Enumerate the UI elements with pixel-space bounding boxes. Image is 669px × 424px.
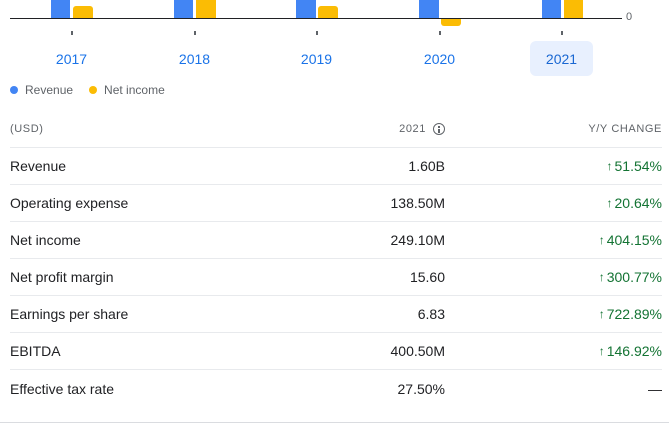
- arrow-up-icon: ↑: [598, 270, 605, 284]
- table-row-net-profit-margin: Net profit margin 15.60 ↑ 300.77%: [10, 259, 662, 296]
- chart-baseline: [10, 18, 622, 19]
- row-metric: EBITDA: [10, 343, 61, 359]
- row-value: 249.10M: [390, 232, 445, 248]
- row-change: ↑ 20.64%: [606, 195, 662, 211]
- legend-label: Net income: [104, 83, 165, 97]
- row-change: ↑ 146.92%: [598, 343, 662, 359]
- bar-net-income-2018[interactable]: [196, 0, 216, 18]
- revenue-dot-icon: [10, 86, 18, 94]
- table-row-operating-expense: Operating expense 138.50M ↑ 20.64%: [10, 185, 662, 222]
- row-change: —: [648, 380, 662, 397]
- row-metric: Revenue: [10, 158, 67, 174]
- arrow-up-icon: ↑: [598, 307, 605, 321]
- year-tab-2018[interactable]: 2018: [178, 50, 211, 67]
- header-year-label: 2021: [399, 123, 426, 135]
- row-change: ↑ 722.89%: [598, 306, 662, 322]
- legend-label: Revenue: [25, 83, 74, 97]
- table-row-earnings-per-share: Earnings per share 6.83 ↑ 722.89%: [10, 296, 662, 333]
- tick-2018: [194, 31, 196, 35]
- header-year: 2021: [310, 123, 445, 135]
- income-statement-table: (USD) 2021 Y/Y CHANGE Revenue 1.60B ↑ 51.…: [10, 111, 662, 407]
- row-change: ↑ 300.77%: [598, 269, 662, 285]
- financials-bar-chart: 0 2017 2018 2019 2020 2021: [0, 0, 669, 80]
- header-yy-change: Y/Y CHANGE: [588, 123, 662, 135]
- tick-2017: [71, 31, 73, 35]
- arrow-up-icon: ↑: [598, 344, 605, 358]
- row-value: 138.50M: [390, 195, 445, 211]
- bar-net-income-2017[interactable]: [73, 6, 93, 18]
- row-value: 15.60: [409, 269, 445, 285]
- legend-item-revenue: Revenue: [10, 83, 73, 97]
- year-tab-2021[interactable]: 2021: [530, 41, 593, 76]
- year-tab-2020[interactable]: 2020: [423, 50, 456, 67]
- row-value: 27.50%: [397, 380, 445, 397]
- bar-revenue-2021[interactable]: [542, 0, 561, 18]
- zero-axis-label: 0: [626, 11, 633, 23]
- bar-revenue-2017[interactable]: [51, 0, 70, 18]
- row-metric: Effective tax rate: [10, 380, 115, 397]
- table-row-net-income: Net income 249.10M ↑ 404.15%: [10, 222, 662, 259]
- info-icon[interactable]: [433, 123, 445, 135]
- row-value: 1.60B: [408, 158, 445, 174]
- tick-2021: [561, 31, 563, 35]
- row-metric: Operating expense: [10, 195, 129, 211]
- tick-2019: [316, 31, 318, 35]
- bar-revenue-2019[interactable]: [296, 0, 316, 18]
- year-tab-2017[interactable]: 2017: [55, 50, 88, 67]
- table-row-revenue: Revenue 1.60B ↑ 51.54%: [10, 148, 662, 185]
- table-row-ebitda: EBITDA 400.50M ↑ 146.92%: [10, 333, 662, 370]
- header-currency: (USD): [10, 123, 44, 135]
- net-income-dot-icon: [89, 86, 98, 94]
- arrow-up-icon: ↑: [598, 233, 605, 247]
- arrow-up-icon: ↑: [606, 196, 613, 210]
- table-header: (USD) 2021 Y/Y CHANGE: [10, 111, 662, 148]
- bar-net-income-2020[interactable]: [441, 19, 461, 26]
- bar-net-income-2019[interactable]: [318, 6, 338, 18]
- row-value: 400.50M: [390, 343, 445, 359]
- row-change: ↑ 404.15%: [598, 232, 662, 248]
- table-row-effective-tax-rate: Effective tax rate 27.50% —: [10, 370, 662, 407]
- arrow-up-icon: ↑: [606, 159, 613, 173]
- year-tab-2019[interactable]: 2019: [300, 50, 333, 67]
- row-value: 6.83: [417, 306, 445, 322]
- legend-item-net-income: Net income: [89, 83, 165, 97]
- row-metric: Earnings per share: [10, 306, 129, 322]
- row-metric: Net profit margin: [10, 269, 114, 285]
- chart-legend: Revenue Net income: [10, 83, 181, 97]
- tick-2020: [439, 31, 441, 35]
- row-metric: Net income: [10, 232, 81, 248]
- section-divider: [0, 422, 669, 423]
- bar-revenue-2018[interactable]: [174, 0, 193, 18]
- bar-net-income-2021[interactable]: [564, 0, 583, 18]
- bar-revenue-2020[interactable]: [419, 0, 439, 18]
- row-change: ↑ 51.54%: [606, 158, 662, 174]
